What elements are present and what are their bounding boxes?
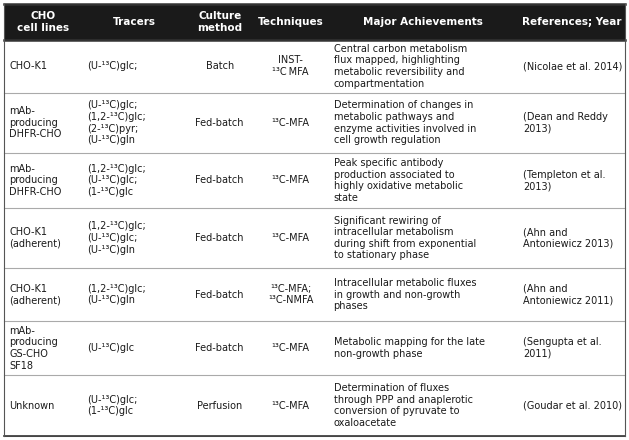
Text: Intracellular metabolic fluxes
in growth and non-growth
phases: Intracellular metabolic fluxes in growth… [333, 278, 476, 311]
Text: ¹³C-MFA: ¹³C-MFA [272, 176, 309, 185]
Text: ¹³C-MFA: ¹³C-MFA [272, 343, 309, 353]
Text: ¹³C-MFA: ¹³C-MFA [272, 401, 309, 411]
Text: Metabolic mapping for the late
non-growth phase: Metabolic mapping for the late non-growt… [333, 337, 484, 359]
Text: (Sengupta et al.
2011): (Sengupta et al. 2011) [523, 337, 602, 359]
Text: mAb-
producing
DHFR-CHO: mAb- producing DHFR-CHO [9, 164, 62, 197]
Text: Culture
method: Culture method [197, 11, 242, 33]
Bar [4, 153, 625, 208]
Text: (U-¹³C)glc;
(1-¹³C)glc: (U-¹³C)glc; (1-¹³C)glc [87, 395, 137, 417]
Text: (1,2-¹³C)glc;
(U-¹³C)glc;
(1-¹³C)glc: (1,2-¹³C)glc; (U-¹³C)glc; (1-¹³C)glc [87, 164, 145, 197]
Text: Central carbon metabolism
flux mapped, highlighting
metabolic reversibility and
: Central carbon metabolism flux mapped, h… [333, 44, 467, 89]
Text: (U-¹³C)glc: (U-¹³C)glc [87, 343, 134, 353]
Text: Tracers: Tracers [113, 17, 156, 27]
Text: (U-¹³C)glc;
(1,2-¹³C)glc;
(2-¹³C)pyr;
(U-¹³C)gln: (U-¹³C)glc; (1,2-¹³C)glc; (2-¹³C)pyr; (U… [87, 100, 145, 145]
Text: CHO
cell lines: CHO cell lines [17, 11, 69, 33]
Bar [4, 92, 625, 153]
Text: (Ahn and
Antoniewicz 2011): (Ahn and Antoniewicz 2011) [523, 284, 613, 305]
Text: Fed-batch: Fed-batch [196, 176, 244, 185]
Text: References; Year: References; Year [522, 17, 621, 27]
Text: Fed-batch: Fed-batch [196, 343, 244, 353]
Text: Fed-batch: Fed-batch [196, 290, 244, 300]
Bar [4, 321, 625, 375]
Text: (Templeton et al.
2013): (Templeton et al. 2013) [523, 169, 606, 191]
Text: (1,2-¹³C)glc;
(U-¹³C)gln: (1,2-¹³C)glc; (U-¹³C)gln [87, 284, 145, 305]
Text: Fed-batch: Fed-batch [196, 233, 244, 243]
Text: Peak specific antibody
production associated to
highly oxidative metabolic
state: Peak specific antibody production associ… [333, 158, 463, 203]
Text: Fed-batch: Fed-batch [196, 118, 244, 128]
Text: mAb-
producing
GS-CHO
SF18: mAb- producing GS-CHO SF18 [9, 326, 58, 370]
Text: CHO-K1
(adherent): CHO-K1 (adherent) [9, 227, 61, 249]
Text: ¹³C-MFA;
¹³C-NMFA: ¹³C-MFA; ¹³C-NMFA [268, 284, 313, 305]
Text: mAb-
producing
DHFR-CHO: mAb- producing DHFR-CHO [9, 106, 62, 139]
Bar [4, 375, 625, 436]
Text: (Ahn and
Antoniewicz 2013): (Ahn and Antoniewicz 2013) [523, 227, 613, 249]
Bar [4, 4, 625, 40]
Text: (U-¹³C)glc;: (U-¹³C)glc; [87, 61, 137, 71]
Text: INST-
¹³C MFA: INST- ¹³C MFA [272, 55, 309, 77]
Text: Perfusion: Perfusion [197, 401, 242, 411]
Text: (Dean and Reddy
2013): (Dean and Reddy 2013) [523, 112, 608, 134]
Text: Determination of fluxes
through PPP and anaplerotic
conversion of pyruvate to
ox: Determination of fluxes through PPP and … [333, 383, 472, 428]
Bar [4, 208, 625, 268]
Text: Unknown: Unknown [9, 401, 54, 411]
Text: Determination of changes in
metabolic pathways and
enzyme activities involved in: Determination of changes in metabolic pa… [333, 100, 476, 145]
Text: (1,2-¹³C)glc;
(U-¹³C)glc;
(U-¹³C)gln: (1,2-¹³C)glc; (U-¹³C)glc; (U-¹³C)gln [87, 221, 145, 255]
Text: Major Achievements: Major Achievements [364, 17, 483, 27]
Text: Batch: Batch [206, 61, 234, 71]
Bar [4, 268, 625, 321]
Text: (Nicolae et al. 2014): (Nicolae et al. 2014) [523, 61, 623, 71]
Text: CHO-K1: CHO-K1 [9, 61, 47, 71]
Text: ¹³C-MFA: ¹³C-MFA [272, 233, 309, 243]
Text: CHO-K1
(adherent): CHO-K1 (adherent) [9, 284, 61, 305]
Bar [4, 40, 625, 92]
Text: (Goudar et al. 2010): (Goudar et al. 2010) [523, 401, 622, 411]
Text: Significant rewiring of
intracellular metabolism
during shift from exponential
t: Significant rewiring of intracellular me… [333, 216, 476, 260]
Text: Techniques: Techniques [258, 17, 323, 27]
Text: ¹³C-MFA: ¹³C-MFA [272, 118, 309, 128]
